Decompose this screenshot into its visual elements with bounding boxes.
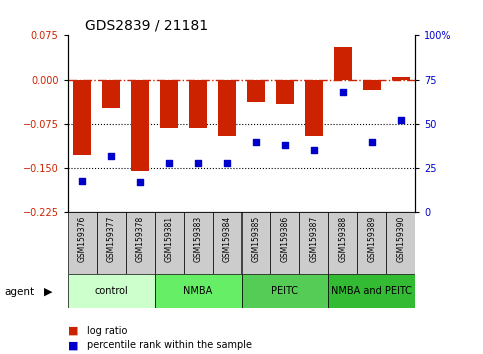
Bar bbox=[299, 212, 328, 274]
Text: NMBA: NMBA bbox=[184, 286, 213, 296]
Text: GSM159378: GSM159378 bbox=[136, 216, 144, 262]
Text: GSM159387: GSM159387 bbox=[310, 216, 318, 262]
Bar bbox=[126, 212, 155, 274]
Bar bbox=[131, 80, 149, 171]
Bar bbox=[68, 212, 97, 274]
Point bbox=[310, 148, 318, 153]
Text: GSM159376: GSM159376 bbox=[78, 216, 86, 262]
Bar bbox=[68, 274, 155, 308]
Text: GSM159388: GSM159388 bbox=[339, 216, 347, 262]
Text: GSM159389: GSM159389 bbox=[368, 216, 376, 262]
Point bbox=[165, 160, 173, 166]
Point bbox=[368, 139, 376, 144]
Bar bbox=[184, 212, 213, 274]
Bar bbox=[357, 212, 386, 274]
Bar bbox=[218, 80, 236, 136]
Point bbox=[339, 89, 347, 95]
Text: NMBA and PEITC: NMBA and PEITC bbox=[331, 286, 412, 296]
Text: ■: ■ bbox=[68, 326, 78, 336]
Text: GSM159390: GSM159390 bbox=[397, 216, 405, 262]
Text: GSM159384: GSM159384 bbox=[223, 216, 231, 262]
Bar bbox=[386, 212, 415, 274]
Point bbox=[78, 178, 86, 183]
Bar bbox=[270, 212, 299, 274]
Text: log ratio: log ratio bbox=[87, 326, 128, 336]
Point bbox=[397, 118, 405, 123]
Bar bbox=[363, 80, 381, 90]
Bar bbox=[73, 80, 91, 155]
Bar bbox=[334, 47, 352, 80]
Bar bbox=[160, 80, 178, 128]
Text: GSM159385: GSM159385 bbox=[252, 216, 260, 262]
Text: percentile rank within the sample: percentile rank within the sample bbox=[87, 340, 252, 350]
Bar bbox=[305, 80, 323, 136]
Bar bbox=[247, 80, 265, 102]
Point bbox=[281, 142, 289, 148]
Bar bbox=[97, 212, 126, 274]
Text: ■: ■ bbox=[68, 340, 78, 350]
Bar bbox=[213, 212, 242, 274]
Text: GSM159383: GSM159383 bbox=[194, 216, 202, 262]
Bar bbox=[102, 80, 120, 108]
Text: GSM159386: GSM159386 bbox=[281, 216, 289, 262]
Text: control: control bbox=[94, 286, 128, 296]
Point bbox=[136, 179, 144, 185]
Bar bbox=[189, 80, 207, 128]
Bar bbox=[155, 212, 184, 274]
Text: ▶: ▶ bbox=[44, 287, 53, 297]
Bar bbox=[242, 212, 270, 274]
Bar bbox=[392, 77, 410, 80]
Bar bbox=[328, 212, 357, 274]
Text: PEITC: PEITC bbox=[271, 286, 298, 296]
Text: GSM159377: GSM159377 bbox=[107, 216, 115, 262]
Point bbox=[223, 160, 231, 166]
Text: GSM159381: GSM159381 bbox=[165, 216, 173, 262]
Point bbox=[107, 153, 115, 159]
Bar bbox=[155, 274, 242, 308]
Point bbox=[194, 160, 202, 166]
Point bbox=[252, 139, 260, 144]
Bar bbox=[328, 274, 415, 308]
Bar bbox=[242, 274, 328, 308]
Bar bbox=[276, 80, 294, 104]
Text: agent: agent bbox=[5, 287, 35, 297]
Text: GDS2839 / 21181: GDS2839 / 21181 bbox=[85, 19, 208, 33]
